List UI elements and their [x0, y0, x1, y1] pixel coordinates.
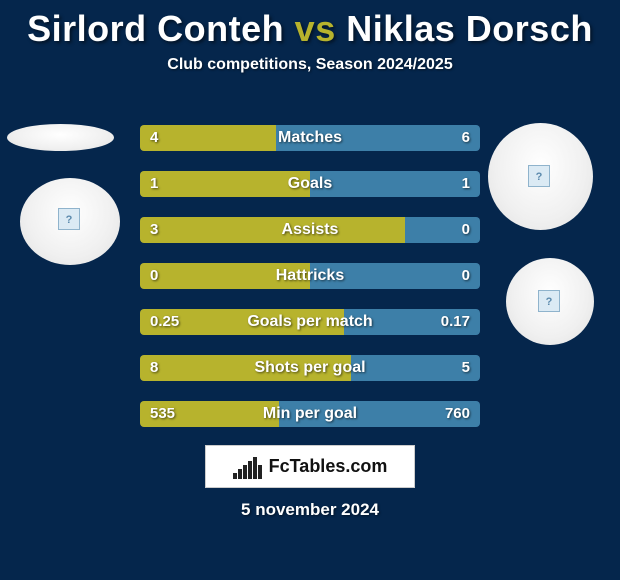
generation-date: 5 november 2024 [0, 500, 620, 520]
crest-placeholder-left: ? [58, 208, 80, 230]
competition-subtitle: Club competitions, Season 2024/2025 [0, 56, 620, 74]
stat-row: 30Assists [140, 217, 480, 243]
stat-bar-right [276, 125, 480, 151]
vs-label: vs [295, 8, 336, 49]
svg-text:?: ? [546, 296, 553, 308]
stat-bar-left [140, 263, 310, 289]
stat-bar-left [140, 217, 405, 243]
stat-bar-right [351, 355, 480, 381]
stat-row: 11Goals [140, 171, 480, 197]
stat-row: 0.250.17Goals per match [140, 309, 480, 335]
decor-ellipse-top-left [7, 124, 114, 151]
stat-bar-left [140, 355, 351, 381]
stat-bar-right [344, 309, 480, 335]
stat-bar-left [140, 125, 276, 151]
brand-text: FcTables.com [269, 456, 388, 477]
stat-row: 535760Min per goal [140, 401, 480, 427]
crest-placeholder-right-bot: ? [538, 290, 560, 312]
stat-bar-left [140, 171, 310, 197]
player2-name: Niklas Dorsch [346, 8, 593, 49]
stat-bar-left [140, 309, 344, 335]
crest-placeholder-right-top: ? [528, 165, 550, 187]
stat-bar-right [279, 401, 480, 427]
svg-text:?: ? [536, 171, 543, 183]
stat-bar-left [140, 401, 279, 427]
svg-text:?: ? [66, 214, 73, 226]
stat-bar-right [310, 171, 480, 197]
stat-row: 46Matches [140, 125, 480, 151]
comparison-title: Sirlord Conteh vs Niklas Dorsch [0, 0, 620, 50]
stat-bar-right [310, 263, 480, 289]
player1-name: Sirlord Conteh [27, 8, 284, 49]
brand-badge: FcTables.com [205, 445, 415, 488]
stat-bar-right [405, 217, 480, 243]
stat-rows: 46Matches 11Goals 30Assists 00Hattricks 0.25… [140, 125, 480, 447]
stat-row: 85Shots per goal [140, 355, 480, 381]
stat-row: 00Hattricks [140, 263, 480, 289]
brand-bars-icon [233, 455, 263, 479]
